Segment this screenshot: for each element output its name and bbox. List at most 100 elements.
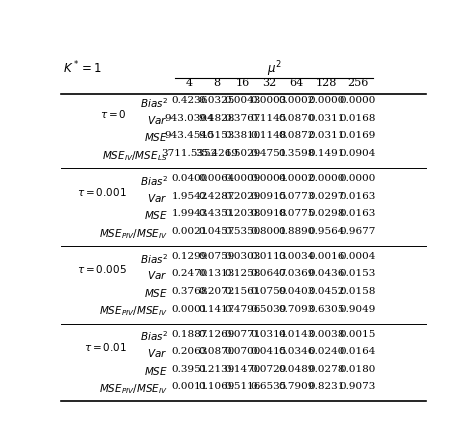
Text: 0.0143: 0.0143 [278,330,315,339]
Text: 0.6305: 0.6305 [308,305,345,314]
Text: 128: 128 [316,78,337,89]
Text: 0.1887: 0.1887 [172,330,208,339]
Text: 0.0002: 0.0002 [278,174,315,183]
Text: 0.0297: 0.0297 [308,192,345,201]
Text: 0.0240: 0.0240 [308,347,345,356]
Text: $Bias^2$: $Bias^2$ [139,330,168,343]
Text: $\tau = 0.01$: $\tau = 0.01$ [84,341,127,353]
Text: 0.0034: 0.0034 [278,252,315,261]
Text: $Var$: $Var$ [147,347,168,359]
Text: $Bias^2$: $Bias^2$ [139,96,168,110]
Text: 0.0759: 0.0759 [199,252,235,261]
Text: 0.2029: 0.2029 [224,192,261,201]
Text: 0.1491: 0.1491 [308,149,345,158]
Text: $MSE$: $MSE$ [144,287,168,299]
Text: 0.0015: 0.0015 [339,330,376,339]
Text: 1.9542: 1.9542 [172,192,208,201]
Text: $MSE_{IV}/MSE_{LS}$: $MSE_{IV}/MSE_{LS}$ [102,149,168,163]
Text: 0.8001: 0.8001 [251,227,287,236]
Text: 0.0457: 0.0457 [199,227,235,236]
Text: 0.0403: 0.0403 [278,287,315,296]
Text: 0.0169: 0.0169 [339,131,376,140]
Text: 0.0153: 0.0153 [339,269,376,278]
Text: 0.0775: 0.0775 [278,209,315,218]
Text: 943.0304: 943.0304 [165,114,214,123]
Text: 0.0000: 0.0000 [308,96,345,105]
Text: 0.2139: 0.2139 [199,365,235,374]
Text: 0.0870: 0.0870 [199,347,235,356]
Text: 0.0004: 0.0004 [339,252,376,261]
Text: 0.0009: 0.0009 [224,174,261,183]
Text: 0.5116: 0.5116 [224,382,261,391]
Text: 0.4351: 0.4351 [199,209,235,218]
Text: 0.9073: 0.9073 [339,382,376,391]
Text: 0.0003: 0.0003 [251,96,287,105]
Text: 0.0002: 0.0002 [278,96,315,105]
Text: 0.2038: 0.2038 [224,209,261,218]
Text: 0.1313: 0.1313 [199,269,235,278]
Text: $MSE_{PIV}/MSE_{IV}$: $MSE_{PIV}/MSE_{IV}$ [99,305,168,318]
Text: 0.0021: 0.0021 [172,227,208,236]
Text: 0.0489: 0.0489 [278,365,315,374]
Text: 0.8890: 0.8890 [278,227,315,236]
Text: 0.0011: 0.0011 [172,382,208,391]
Text: 0.0346: 0.0346 [278,347,315,356]
Text: 8: 8 [213,78,220,89]
Text: 0.0064: 0.0064 [199,174,235,183]
Text: 0.0436: 0.0436 [308,269,345,278]
Text: 256: 256 [347,78,368,89]
Text: 0.0314: 0.0314 [251,330,287,339]
Text: 32: 32 [262,78,276,89]
Text: 0.8231: 0.8231 [308,382,345,391]
Text: 0.0298: 0.0298 [308,209,345,218]
Text: 0.9049: 0.9049 [339,305,376,314]
Text: 0.3810: 0.3810 [224,131,261,140]
Text: 0.0369: 0.0369 [278,269,315,278]
Text: $Bias^2$: $Bias^2$ [139,174,168,188]
Text: 0.0168: 0.0168 [339,114,376,123]
Text: 0.0000: 0.0000 [308,174,345,183]
Text: 0.7093: 0.7093 [278,305,315,314]
Text: 0.0729: 0.0729 [251,365,287,374]
Text: 0.0904: 0.0904 [339,149,376,158]
Text: 0.5039: 0.5039 [251,305,287,314]
Text: $\tau = 0.001$: $\tau = 0.001$ [77,186,127,198]
Text: 1.9943: 1.9943 [172,209,208,218]
Text: 9.5153: 9.5153 [199,131,235,140]
Text: $MSE_{PIV}/MSE_{IV}$: $MSE_{PIV}/MSE_{IV}$ [99,227,168,241]
Text: $MSE$: $MSE$ [144,131,168,143]
Text: 0.0700: 0.0700 [224,347,261,356]
Text: 0.4236: 0.4236 [172,96,208,105]
Text: 0.0303: 0.0303 [224,252,261,261]
Text: 0.3951: 0.3951 [172,365,208,374]
Text: 0.0311: 0.0311 [308,114,345,123]
Text: 0.5350: 0.5350 [224,227,261,236]
Text: 0.2470: 0.2470 [172,269,208,278]
Text: 943.4540: 943.4540 [165,131,214,140]
Text: 0.0016: 0.0016 [308,252,345,261]
Text: 0.0759: 0.0759 [251,287,287,296]
Text: 0.3767: 0.3767 [224,114,261,123]
Text: $MSE_{PIV}/MSE_{IV}$: $MSE_{PIV}/MSE_{IV}$ [99,382,168,396]
Text: 0.6535: 0.6535 [251,382,287,391]
Text: 0.1417: 0.1417 [199,305,235,314]
Text: 0.0043: 0.0043 [224,96,261,105]
Text: 0.0415: 0.0415 [251,347,287,356]
Text: $MSE$: $MSE$ [144,365,168,377]
Text: 0.0452: 0.0452 [308,287,345,296]
Text: 0.1148: 0.1148 [251,131,287,140]
Text: 35.4269: 35.4269 [195,149,238,158]
Text: 9.4828: 9.4828 [199,114,235,123]
Text: 0.1561: 0.1561 [224,287,261,296]
Text: $Bias^2$: $Bias^2$ [139,252,168,265]
Text: 0.0918: 0.0918 [251,209,287,218]
Text: 0.7909: 0.7909 [278,382,315,391]
Text: 0.0163: 0.0163 [339,192,376,201]
Text: 0.0038: 0.0038 [308,330,345,339]
Text: 16: 16 [236,78,250,89]
Text: 0.1299: 0.1299 [172,252,208,261]
Text: 0.0001: 0.0001 [172,305,208,314]
Text: 0.1470: 0.1470 [224,365,261,374]
Text: 0.0158: 0.0158 [339,287,376,296]
Text: $Var$: $Var$ [147,114,168,126]
